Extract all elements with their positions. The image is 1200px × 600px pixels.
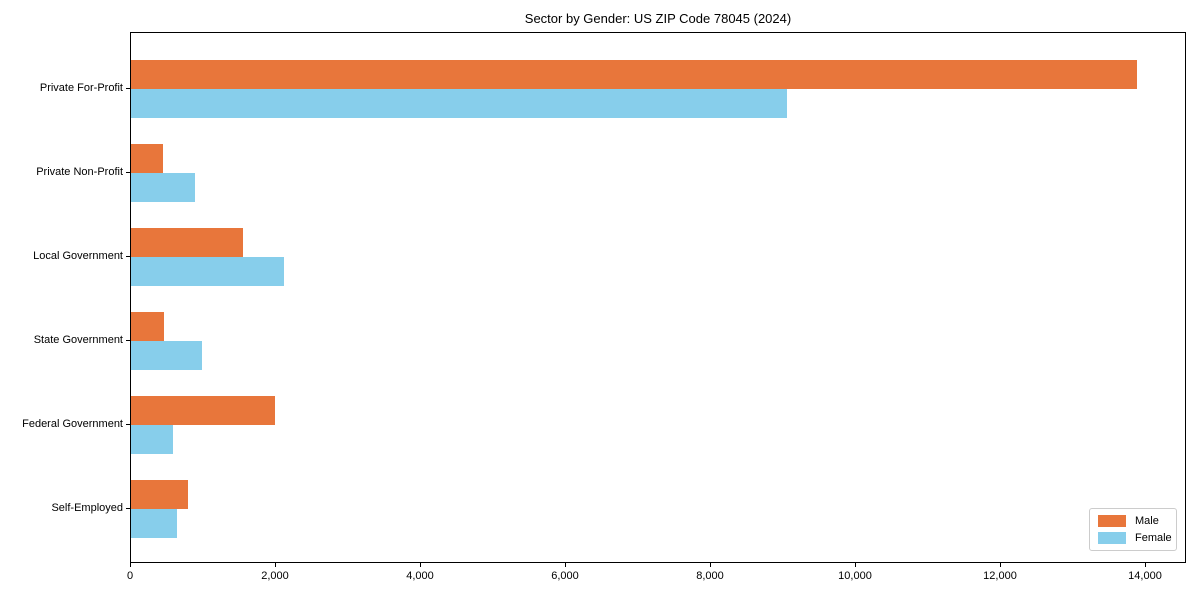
x-tick [1145,563,1146,567]
x-tick [565,563,566,567]
category-label-state-government: State Government [33,334,123,346]
category-label-private-for-profit: Private For-Profit [39,82,123,94]
x-tick [855,563,856,567]
category-label-local-government: Local Government [33,250,123,262]
x-tick [1000,563,1001,567]
bar-female-local-government [131,257,284,286]
bar-female-federal-government [131,425,173,454]
x-tick [275,563,276,567]
bar-female-self-employed [131,509,177,538]
x-tick-label: 10,000 [838,570,872,582]
plot-area [130,32,1186,563]
y-tick [126,424,130,425]
y-tick [126,172,130,173]
legend-swatch-female [1098,532,1126,544]
legend: Male Female [1089,508,1177,551]
category-label-self-employed: Self-Employed [51,502,123,514]
x-tick-label: 4,000 [406,570,434,582]
x-tick-label: 12,000 [983,570,1017,582]
legend-swatch-male [1098,515,1126,527]
legend-item-female: Female [1098,532,1172,544]
y-tick [126,508,130,509]
bar-male-self-employed [131,480,188,509]
bar-male-federal-government [131,396,275,425]
category-label-private-non-profit: Private Non-Profit [36,166,123,178]
bar-male-private-for-profit [131,60,1137,89]
bar-female-state-government [131,341,202,370]
bar-male-local-government [131,228,243,257]
category-label-federal-government: Federal Government [22,418,123,430]
legend-label-female: Female [1135,532,1172,544]
x-tick [420,563,421,567]
bar-male-private-non-profit [131,144,163,173]
bar-male-state-government [131,312,164,341]
x-tick-label: 2,000 [261,570,289,582]
x-tick-label: 0 [126,570,134,582]
y-tick [126,88,130,89]
bar-female-private-non-profit [131,173,195,202]
chart-title: Sector by Gender: US ZIP Code 78045 (202… [524,11,792,26]
x-tick-label: 6,000 [551,570,579,582]
legend-item-male: Male [1098,515,1168,527]
x-tick [130,563,131,567]
bar-female-private-for-profit [131,89,787,118]
x-tick [710,563,711,567]
y-tick [126,256,130,257]
y-tick [126,340,130,341]
x-tick-label: 8,000 [696,570,724,582]
legend-label-male: Male [1135,515,1159,527]
x-tick-label: 14,000 [1128,570,1162,582]
